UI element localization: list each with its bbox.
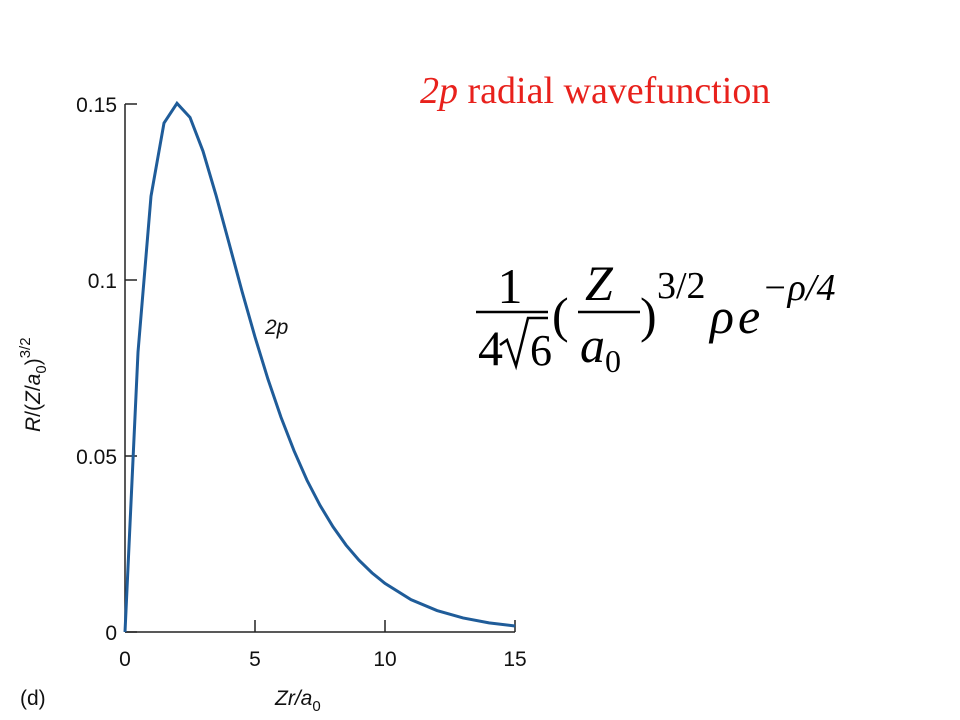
numerator-z: Z bbox=[585, 255, 614, 311]
radicand: 6 bbox=[530, 326, 552, 375]
exponent: 3/2 bbox=[657, 265, 706, 307]
y-label-part: Z bbox=[22, 390, 45, 405]
x-axis-label: Zr/a0 bbox=[274, 687, 321, 715]
y-label-part: 0 bbox=[33, 365, 50, 373]
rho: ρ bbox=[708, 288, 734, 344]
panel-label: (d) bbox=[20, 687, 46, 710]
y-label-part: /( bbox=[22, 404, 45, 417]
x-label-main: Zr/a bbox=[274, 687, 312, 710]
y-tick-label: 0.1 bbox=[88, 270, 117, 293]
x-label-sub: 0 bbox=[312, 698, 320, 715]
subscript: 0 bbox=[605, 343, 621, 379]
title-italic: 2p bbox=[420, 70, 458, 112]
y-axis-label: R/(Z/a0)3/2 bbox=[17, 337, 50, 432]
x-tick-label: 15 bbox=[503, 648, 526, 671]
denominator-a: a bbox=[580, 317, 605, 373]
exponent: −ρ/4 bbox=[762, 267, 835, 309]
y-label-part: 3/2 bbox=[17, 337, 34, 358]
y-label-part: R bbox=[22, 417, 45, 432]
y-label-part: ) bbox=[22, 358, 45, 365]
series-line bbox=[123, 100, 516, 633]
x-tick-label: 10 bbox=[373, 648, 396, 671]
title-rest: radial wavefunction bbox=[458, 70, 770, 112]
y-tick-label: 0 bbox=[105, 622, 117, 645]
numerator: 1 bbox=[498, 258, 523, 314]
x-tick-label: 5 bbox=[249, 648, 261, 671]
slide-title: 2p radial wavefunction bbox=[420, 70, 770, 112]
y-label-part: a bbox=[22, 374, 45, 386]
y-label-part: / bbox=[22, 385, 45, 391]
formula: 1 4 6 ( Z a 0 ) 3/2 ρ e −ρ/4 bbox=[476, 255, 835, 379]
denominator-coeff: 4 bbox=[478, 320, 503, 376]
x-tick-label: 0 bbox=[119, 648, 131, 671]
y-tick-label: 0.15 bbox=[76, 94, 117, 117]
sqrt-sign bbox=[499, 316, 548, 371]
paren-close: ) bbox=[640, 287, 657, 343]
series-label: 2p bbox=[264, 316, 288, 339]
e: e bbox=[738, 288, 760, 344]
y-tick-label: 0.05 bbox=[76, 446, 117, 469]
paren-open: ( bbox=[552, 287, 569, 343]
